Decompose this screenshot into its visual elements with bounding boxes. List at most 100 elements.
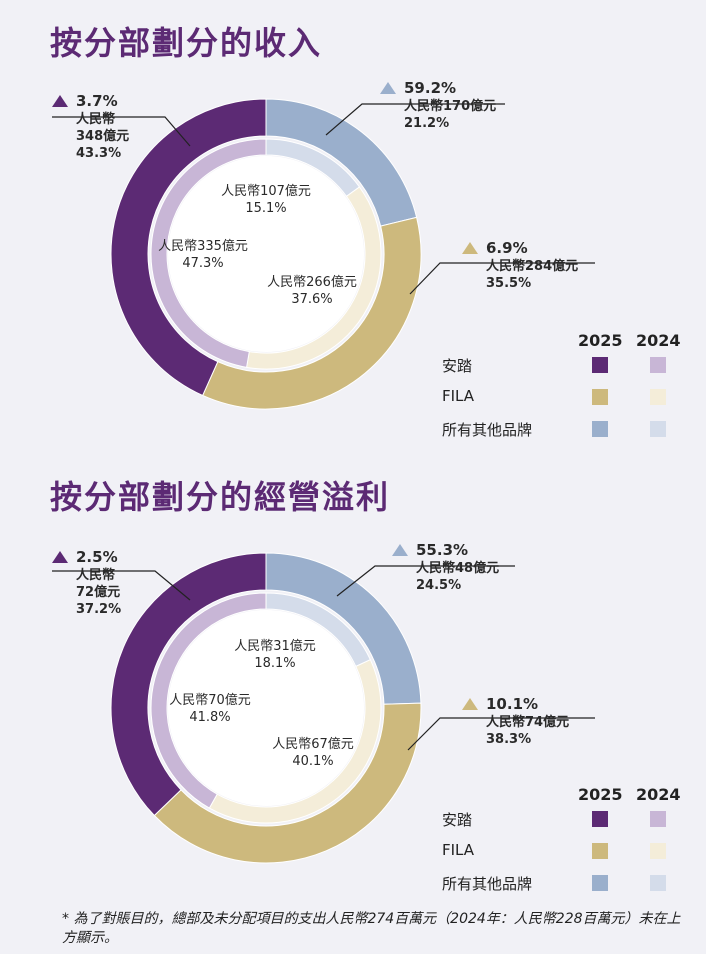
revenue-anta-line1: 人民幣	[76, 112, 116, 127]
revenue-anta-share: 43.3%	[76, 146, 122, 161]
legend-year-2025: 2025	[578, 785, 623, 804]
revenue-others-line1: 人民幣170億元	[404, 99, 497, 114]
legend-swatch-others-2025	[592, 875, 608, 891]
profit-legend: 2025 2024 安踏 FILA 所有其他品牌	[442, 785, 682, 905]
legend-year-2024: 2024	[636, 331, 681, 350]
revenue-others-share: 21.2%	[404, 116, 450, 131]
legend-swatch-anta-2024	[650, 811, 666, 827]
profit-anta-line1: 人民幣	[76, 568, 116, 583]
legend-label-fila: FILA	[442, 387, 475, 405]
profit-anta-2024-share: 41.8%	[189, 710, 231, 725]
legend-year-2024: 2024	[636, 785, 681, 804]
legend-label-fila: FILA	[442, 841, 475, 859]
profit-section: 按分部劃分的經營溢利 2.5% 人民幣 72億元 37.2% 55.3% 人民幣…	[0, 472, 706, 912]
legend-swatch-fila-2025	[592, 843, 608, 859]
legend-row-others: 所有其他品牌	[442, 873, 682, 905]
legend-row-fila: FILA	[442, 841, 682, 873]
legend-label-anta: 安踏	[442, 357, 473, 375]
legend-swatch-fila-2024	[650, 389, 666, 405]
triangle-up-icon	[52, 551, 68, 563]
revenue-others-annotation: 59.2% 人民幣170億元 21.2%	[380, 80, 496, 132]
profit-others-annotation: 55.3% 人民幣48億元 24.5%	[392, 542, 499, 594]
legend-label-others: 所有其他品牌	[442, 875, 533, 893]
profit-others-share: 24.5%	[416, 578, 462, 593]
revenue-anta-2024-label: 人民幣335億元 47.3%	[158, 238, 248, 272]
profit-title: 按分部劃分的經營溢利	[50, 478, 391, 516]
revenue-anta-annotation: 3.7% 人民幣 348億元 43.3%	[52, 93, 129, 162]
legend-swatch-anta-2025	[592, 357, 608, 373]
revenue-anta-2024-slice	[150, 138, 267, 368]
revenue-others-change: 59.2%	[404, 79, 457, 97]
legend-year-2025: 2025	[578, 331, 623, 350]
revenue-fila-change: 6.9%	[486, 239, 528, 257]
profit-fila-change: 10.1%	[486, 695, 539, 713]
revenue-fila-2024-amount: 人民幣266億元	[267, 275, 357, 290]
revenue-others-2024-share: 15.1%	[245, 201, 287, 216]
profit-fila-share: 38.3%	[486, 732, 532, 747]
legend-label-anta: 安踏	[442, 811, 473, 829]
legend-swatch-others-2025	[592, 421, 608, 437]
legend-row-anta: 安踏	[442, 355, 682, 387]
profit-anta-2024-slice	[150, 592, 267, 809]
revenue-anta-leader-line	[52, 116, 191, 147]
revenue-fila-2024-label: 人民幣266億元 37.6%	[267, 274, 357, 308]
revenue-others-2024-amount: 人民幣107億元	[221, 184, 311, 199]
profit-others-2024-share: 18.1%	[254, 656, 296, 671]
revenue-title: 按分部劃分的收入	[50, 24, 323, 62]
legend-swatch-anta-2024	[650, 357, 666, 373]
revenue-anta-2024-share: 47.3%	[182, 256, 224, 271]
legend-row-fila: FILA	[442, 387, 682, 419]
revenue-anta-change: 3.7%	[76, 92, 118, 110]
profit-fila-line1: 人民幣74億元	[486, 715, 570, 730]
profit-others-2024-amount: 人民幣31億元	[234, 639, 316, 654]
profit-anta-2024-amount: 人民幣70億元	[169, 693, 251, 708]
profit-others-line1: 人民幣48億元	[416, 561, 500, 576]
legend-label-others: 所有其他品牌	[442, 421, 533, 439]
profit-anta-change: 2.5%	[76, 548, 118, 566]
triangle-up-icon	[462, 242, 478, 254]
legend-header: 2025 2024	[442, 331, 682, 355]
revenue-fila-2024-share: 37.6%	[291, 292, 333, 307]
legend-row-anta: 安踏	[442, 809, 682, 841]
footnote: * 為了對賬目的，總部及未分配項目的支出人民幣274百萬元（2024年：人民幣2…	[62, 911, 681, 946]
revenue-section: 按分部劃分的收入 3.7% 人民幣 348億元 43.3% 59.2% 人民幣1…	[0, 18, 706, 458]
profit-fila-2024-label: 人民幣67億元 40.1%	[272, 736, 354, 770]
revenue-fila-line1: 人民幣284億元	[486, 259, 579, 274]
profit-others-2024-label: 人民幣31億元 18.1%	[234, 638, 316, 672]
legend-swatch-fila-2024	[650, 843, 666, 859]
triangle-up-icon	[52, 95, 68, 107]
revenue-fila-leader-line	[409, 262, 595, 295]
profit-fila-leader-line	[407, 717, 595, 751]
profit-anta-annotation: 2.5% 人民幣 72億元 37.2%	[52, 549, 121, 618]
profit-others-leader-line	[336, 565, 515, 597]
revenue-fila-share: 35.5%	[486, 276, 532, 291]
legend-swatch-others-2024	[650, 421, 666, 437]
profit-anta-2024-label: 人民幣70億元 41.8%	[169, 692, 251, 726]
profit-others-change: 55.3%	[416, 541, 469, 559]
profit-fila-2024-amount: 人民幣67億元	[272, 737, 354, 752]
triangle-up-icon	[462, 698, 478, 710]
profit-anta-share: 37.2%	[76, 602, 122, 617]
legend-swatch-anta-2025	[592, 811, 608, 827]
revenue-fila-annotation: 6.9% 人民幣284億元 35.5%	[462, 240, 578, 292]
revenue-anta-2024-amount: 人民幣335億元	[158, 239, 248, 254]
legend-row-others: 所有其他品牌	[442, 419, 682, 451]
legend-swatch-others-2024	[650, 875, 666, 891]
profit-fila-annotation: 10.1% 人民幣74億元 38.3%	[462, 696, 569, 748]
triangle-up-icon	[380, 82, 396, 94]
revenue-others-2024-label: 人民幣107億元 15.1%	[221, 183, 311, 217]
revenue-anta-2025-slice	[110, 98, 267, 397]
profit-anta-line2: 72億元	[76, 585, 121, 600]
legend-header: 2025 2024	[442, 785, 682, 809]
revenue-others-leader-line	[325, 103, 505, 136]
revenue-anta-line2: 348億元	[76, 129, 130, 144]
legend-swatch-fila-2025	[592, 389, 608, 405]
profit-donut-chart	[52, 552, 595, 864]
triangle-up-icon	[392, 544, 408, 556]
profit-fila-2024-share: 40.1%	[292, 754, 334, 769]
revenue-legend: 2025 2024 安踏 FILA 所有其他品牌	[442, 331, 682, 451]
profit-anta-leader-line	[52, 570, 191, 601]
profit-donut-center	[168, 610, 364, 806]
revenue-donut-center	[168, 156, 364, 352]
